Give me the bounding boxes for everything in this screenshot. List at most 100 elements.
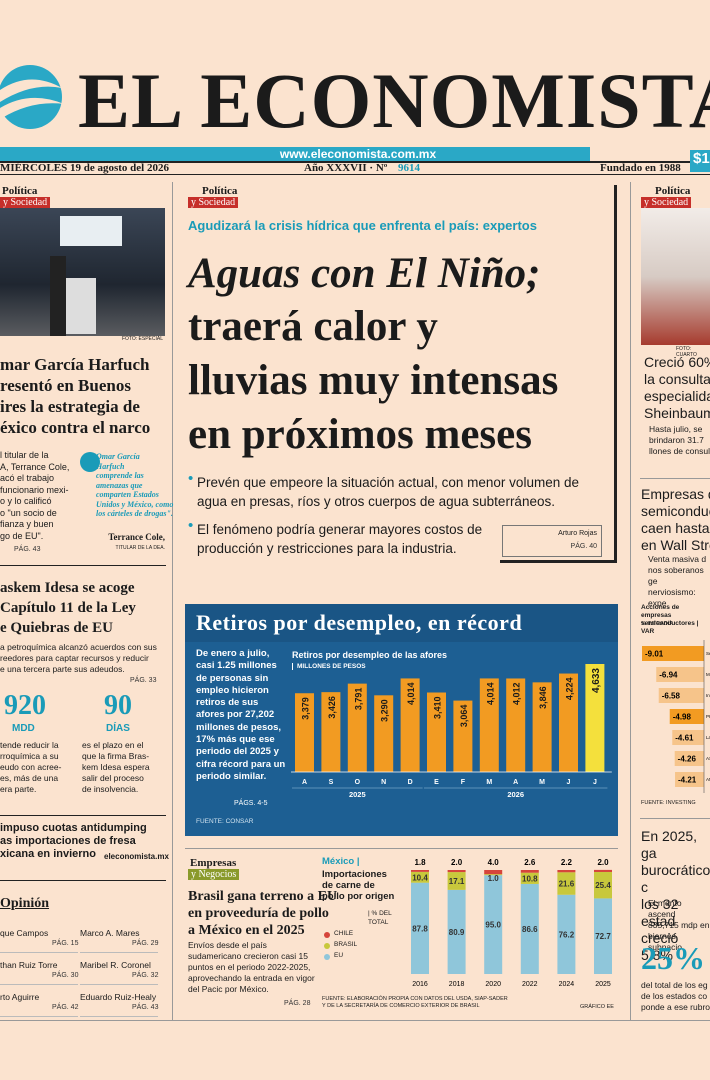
bar-segment [557,894,576,974]
source: FUENTE: INVESTING [641,800,696,806]
price: $1 [690,150,710,172]
value-label: 4,633 [591,668,602,693]
x-tick-label: M [539,779,545,786]
photo-person [50,256,66,336]
value-label: -4.26 [678,755,697,764]
value-label: 95.0 [485,921,501,930]
x-tick-label: S [329,779,334,786]
photo-credit: FOTO: CUARTO [676,346,697,358]
bullet: El fenómeno podría generar mayores costo… [197,522,483,556]
headline: Empresas de semiconducto caen hasta 9 en… [641,486,710,553]
bar [427,692,446,772]
value-label: 2.6 [524,858,536,867]
url-band [0,147,590,161]
issue-number: 9614 [398,162,420,174]
bar-segment [484,874,503,876]
stat-value: 90 [104,690,132,721]
bar [400,678,420,772]
body: l titular de la A, Terrance Cole, acó el… [0,450,70,541]
value-label: -4.98 [673,713,692,722]
value-label: 3,064 [459,705,469,728]
x-tick-label: M [486,779,492,786]
chart-unit: MILLONES DE PESOS [292,663,366,670]
subsection: y Negocios [188,869,240,880]
x-tick-label: E [434,779,439,786]
x-tick-label: 2025 [595,981,611,988]
rule [0,1020,710,1021]
bar [585,664,605,772]
page-ref: PÁGS. 4-5 [234,800,268,807]
rule [0,815,166,816]
rule [185,848,618,849]
subsection: y Sociedad [0,197,51,208]
bar [347,683,367,772]
page-ref: PÁG. 42 [52,1004,79,1011]
bar [675,772,704,787]
columnist-name: Marco A. Mares [80,928,140,938]
subsection: y Sociedad [641,197,692,208]
x-tick-label: J [567,779,571,786]
photo [641,208,710,345]
credit: GRÁFICO EE [580,1004,614,1010]
x-tick-label: N [381,779,386,786]
bar-segment [557,872,576,895]
value-label: -9.01 [645,650,664,659]
page-ref: PÁG. 29 [132,940,159,947]
value-label: 3,426 [327,696,337,719]
page-ref: PÁG. 40 [570,543,597,550]
value-label: -4.61 [675,734,694,743]
section: Política [2,185,38,197]
chart-subtitle: Retiros por desempleo de las afores [292,650,448,660]
bar-segment [557,870,576,873]
bar-segment [594,871,612,899]
stat-value: 25% [641,940,705,976]
logo [0,65,64,129]
value-label: 3,791 [353,688,363,711]
stat-value: 920 [4,690,46,721]
bar-segment [520,872,539,884]
value-label: 76.2 [559,930,575,939]
quote-icon [80,452,100,472]
pollo-chart: 87.8 10.4 1.8 2016 80.9 17.1 2.0 2018 95.0 1.0 4.0… [411,858,612,988]
value-label: -4.21 [678,776,697,785]
headline: Brasil gana terreno a EU en proveeduría … [188,889,338,938]
chart-unit: % INTRADÍA [641,621,674,627]
columnist-name: rto Aguirre [0,992,40,1002]
value-label: 4,014 [485,682,495,705]
group-label: 2025 [349,790,366,799]
bar [559,673,578,772]
rule [640,478,710,479]
bar [672,730,704,745]
bullet-dot: • [188,517,194,534]
chart-title: Acciones de empresas semiconductores | V… [641,604,699,635]
columnist-name: Maribel R. Coronel [80,960,151,970]
bullet: Venta masiva d nos soberanos ge nerviosi… [648,554,707,608]
subsection: y Sociedad [188,197,239,208]
x-tick-label: 2020 [485,981,501,988]
bar [658,688,704,703]
page-ref: PÁG. 32 [132,972,159,979]
value-label: 4,224 [565,678,575,701]
chart-header [185,604,618,642]
page-ref: PÁG. 28 [284,1000,311,1007]
url: www.eleconomista.com.mx [279,147,437,161]
section: Política [202,185,238,197]
legend-label: BRASIL [334,941,358,948]
headline-lead: Aguas con El Niño; [188,250,541,297]
headline: Creció 60% la consulta c especialidad Sh… [644,354,710,421]
category-label: AS [706,756,710,761]
headline: askem Idesa se acoge Capítulo 11 de la L… [0,580,136,636]
bar-segment [447,872,466,890]
value-label: -6.58 [662,692,681,701]
column-divider [630,182,631,1020]
bar-segment [411,882,429,974]
value-label: 10.4 [412,873,428,882]
box-border [500,560,617,563]
bar [479,678,499,772]
date: MIÉRCOLES 19 de agosto del 2026 [0,162,169,174]
legend-swatch [324,954,330,960]
bar-segment [447,870,466,873]
x-tick-label: A [513,779,518,786]
headline: mar García Harfuch resentó en Buenos ire… [0,355,151,437]
